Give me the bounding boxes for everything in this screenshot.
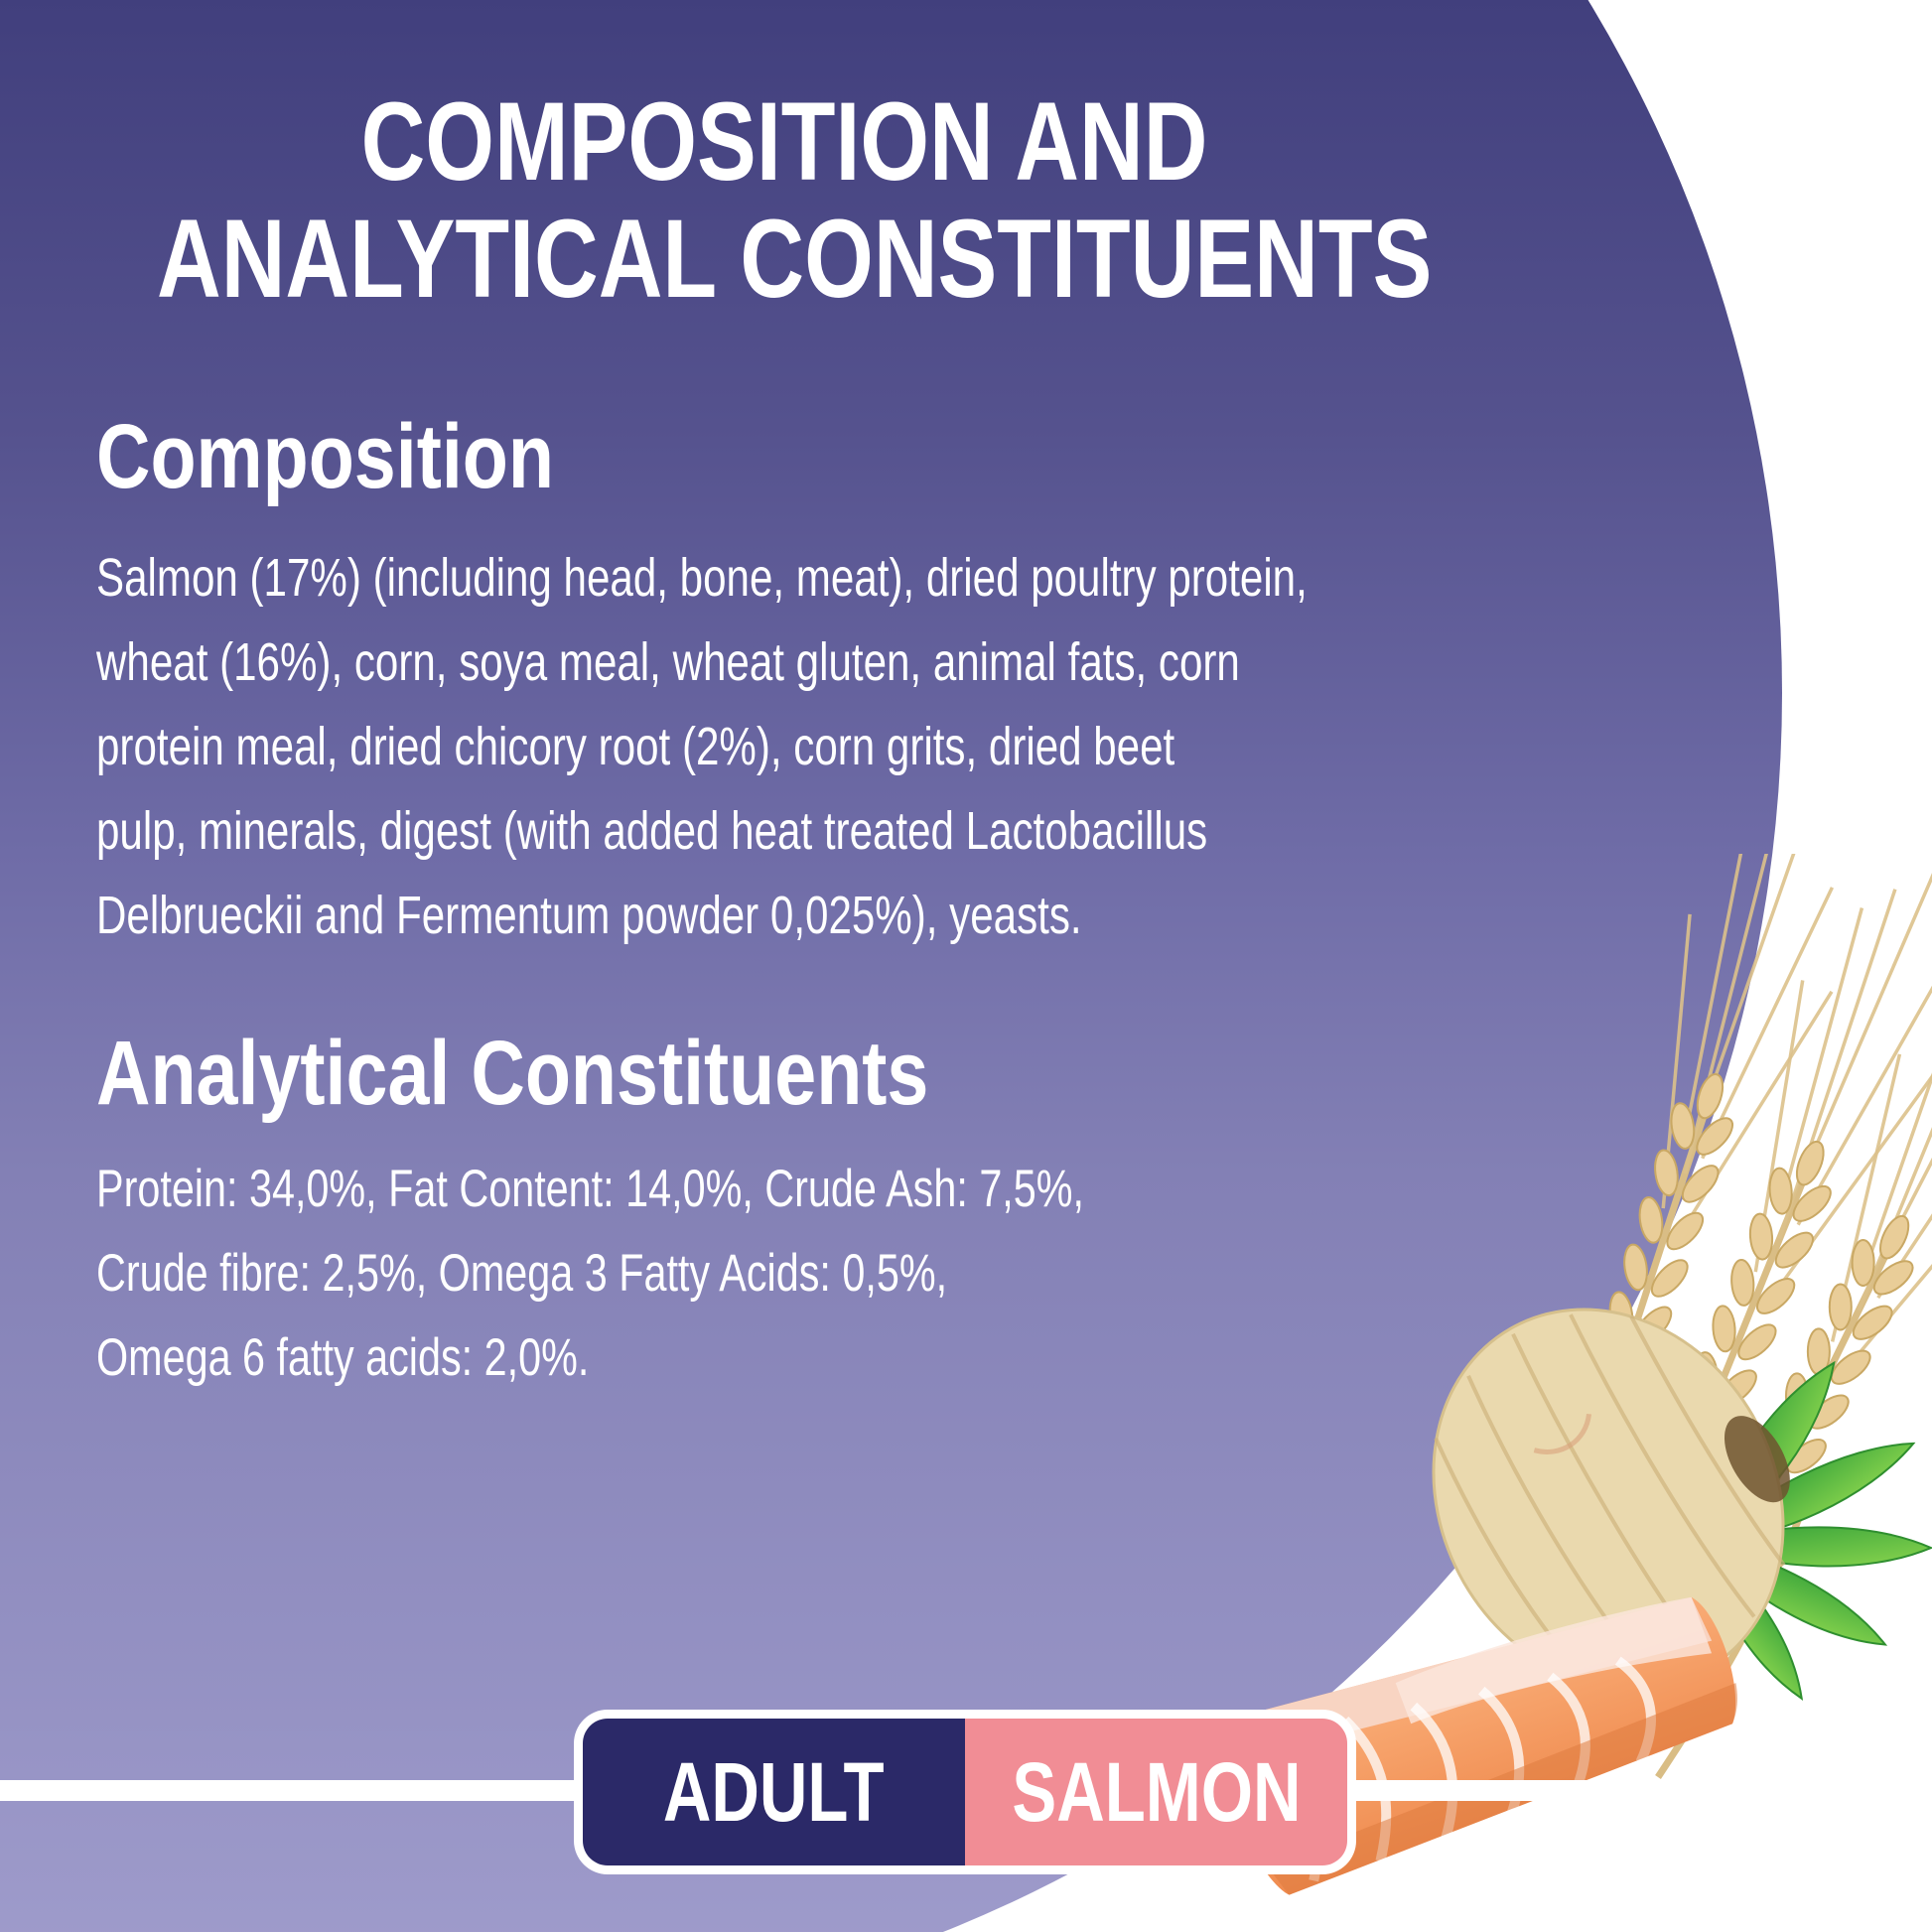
composition-line: Salmon (17%) (including head, bone, meat… bbox=[96, 548, 1308, 608]
badge-adult-tab: ADULT bbox=[583, 1719, 965, 1865]
analytical-line: Protein: 34,0%, Fat Content: 14,0%, Crud… bbox=[96, 1160, 1085, 1218]
composition-paragraph: Salmon (17%) (including head, bone, meat… bbox=[96, 536, 1649, 958]
analytical-line: Crude fibre: 2,5%, Omega 3 Fatty Acids: … bbox=[96, 1244, 948, 1303]
analytical-line: Omega 6 fatty acids: 2,0%. bbox=[96, 1328, 590, 1387]
composition-line: wheat (16%), corn, soya meal, wheat glut… bbox=[96, 632, 1240, 692]
composition-line: Delbrueckii and Fermentum powder 0,025%)… bbox=[96, 886, 1082, 945]
badge-salmon-tab: SALMON bbox=[965, 1719, 1347, 1865]
analytical-constituents-paragraph: Protein: 34,0%, Fat Content: 14,0%, Crud… bbox=[96, 1147, 1363, 1400]
page-title-line-1: COMPOSITION AND bbox=[360, 79, 1208, 204]
analytical-constituents-heading: Analytical Constituents bbox=[96, 1023, 929, 1124]
product-variant-badge: ADULT SALMON bbox=[574, 1710, 1356, 1874]
chicory-root-image bbox=[1432, 1308, 1790, 1691]
badge-adult-label: ADULT bbox=[663, 1744, 885, 1839]
badge-salmon-label: SALMON bbox=[1011, 1744, 1302, 1839]
composition-heading: Composition bbox=[96, 406, 554, 507]
page-title-line-2: ANALYTICAL CONSTITUENTS bbox=[157, 197, 1433, 321]
composition-line: protein meal, dried chicory root (2%), c… bbox=[96, 717, 1175, 776]
page-title: COMPOSITION AND ANALYTICAL CONSTITUENTS bbox=[0, 83, 1569, 318]
composition-line: pulp, minerals, digest (with added heat … bbox=[96, 801, 1208, 861]
